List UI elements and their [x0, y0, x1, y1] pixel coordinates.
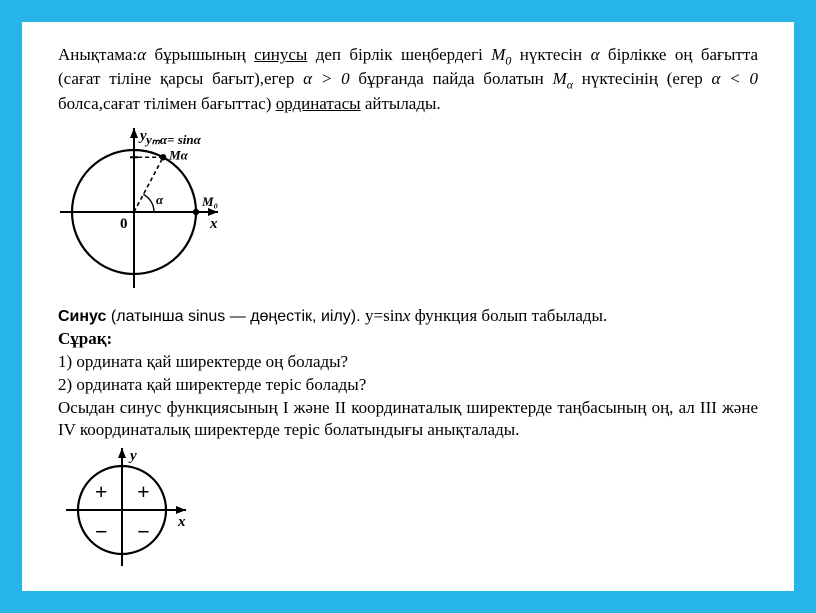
- def-t2: деп бірлік шеңбердегі: [307, 45, 491, 64]
- svg-text:+: +: [95, 479, 108, 504]
- sinus-line: Синус (латынша sinus — дөңестік, иілу). …: [58, 305, 758, 328]
- surak-heading: Сұрақ:: [58, 328, 758, 351]
- def-ordinatasy: ординатасы: [276, 94, 361, 113]
- svg-text:α: α: [156, 192, 164, 207]
- conclusion: Осыдан синус функциясының I және II коор…: [58, 397, 758, 443]
- def-t8: айтылады.: [361, 94, 441, 113]
- sinus-label: Синус: [58, 308, 106, 325]
- def-t6: нүктесінің (егер: [573, 69, 712, 88]
- sinus-paren: (латынша sinus — дөңестік, иілу).: [106, 308, 365, 325]
- svg-text:+: +: [137, 479, 150, 504]
- sinus-tail: функция болып табылады.: [410, 306, 607, 325]
- def-Ma: M: [553, 69, 567, 88]
- def-M0: M: [491, 45, 505, 64]
- def-prefix: Анықтама:: [58, 45, 137, 64]
- svg-text:−: −: [95, 520, 108, 545]
- svg-text:M₀: M₀: [201, 194, 218, 209]
- unit-circle-svg: yx0αM₀Mαyₘα= sinα: [52, 120, 262, 288]
- svg-text:x: x: [209, 216, 218, 232]
- def-t7: болса,сағат тілімен бағыттас): [58, 94, 276, 113]
- def-cond1: α > 0: [303, 69, 349, 88]
- def-alpha-1: α: [137, 45, 146, 64]
- svg-text:−: −: [137, 520, 150, 545]
- sign-diagram-svg: y x + + − −: [56, 448, 196, 568]
- surak-label: Сұрақ:: [58, 329, 112, 348]
- svg-text:y: y: [128, 448, 137, 464]
- svg-text:yₘα= sinα: yₘα= sinα: [144, 132, 202, 147]
- question-1: 1) ордината қай ширектерде оң болады?: [58, 351, 758, 374]
- def-t3: нүктесін: [511, 45, 590, 64]
- def-t5: бұрғанда пайда болатын: [350, 69, 553, 88]
- sinus-func: y=sin: [365, 306, 403, 325]
- def-sinusy: синусы: [254, 45, 307, 64]
- definition-paragraph: Анықтама:α бұрышының синусы деп бірлік ш…: [58, 44, 758, 116]
- svg-text:x: x: [177, 514, 186, 530]
- question-2: 2) ордината қай ширектерде теріс болады?: [58, 374, 758, 397]
- svg-text:Mα: Mα: [168, 147, 189, 162]
- def-cond2: α < 0: [712, 69, 758, 88]
- svg-text:0: 0: [120, 216, 128, 232]
- unit-circle-diagram: yx0αM₀Mαyₘα= sinα: [52, 120, 758, 295]
- page: Анықтама:α бұрышының синусы деп бірлік ш…: [22, 22, 794, 591]
- sign-diagram: y x + + − −: [56, 448, 758, 575]
- def-t1: бұрышының: [146, 45, 254, 64]
- def-alpha-2: α: [591, 45, 600, 64]
